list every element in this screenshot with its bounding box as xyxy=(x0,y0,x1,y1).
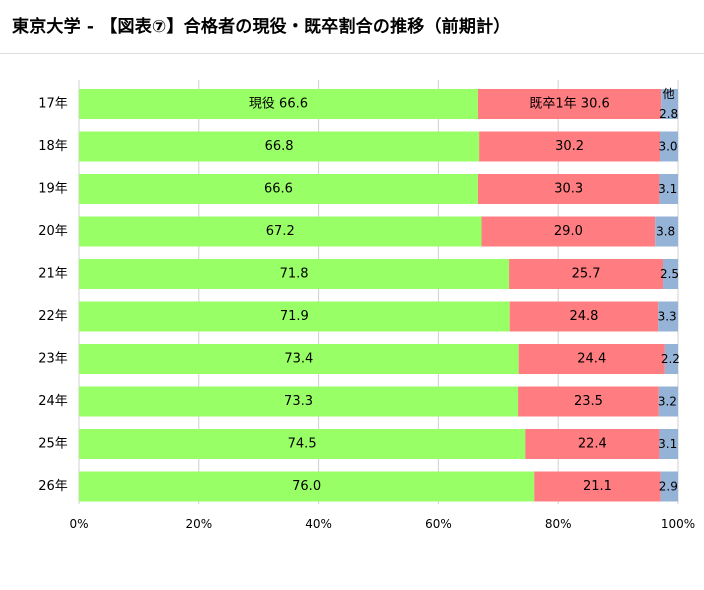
bar-24年-series-0 xyxy=(79,386,519,417)
category-label-25年: 25年 xyxy=(38,437,68,452)
category-label-22年: 22年 xyxy=(38,309,68,324)
bar-20年-series-1 xyxy=(481,216,656,247)
bar-23年-series-2 xyxy=(664,344,678,374)
x-tick-label-60%: 60% xyxy=(425,517,452,531)
category-label-18年: 18年 xyxy=(38,139,68,154)
bar-18年-series-0 xyxy=(79,131,480,162)
data-label-genneki-19年: 66.6 xyxy=(264,182,293,197)
bar-25年-series-0 xyxy=(79,429,526,459)
data-label-other-name-17年: 他 xyxy=(663,87,675,101)
data-label-genneki-24年: 73.3 xyxy=(284,394,313,409)
bar-17年-series-0 xyxy=(79,89,478,119)
data-label-genneki-20年: 67.2 xyxy=(266,224,295,239)
bar-17年-series-2 xyxy=(661,89,678,119)
category-label-17年: 17年 xyxy=(38,97,68,112)
data-label-other-19年: 3.1 xyxy=(658,182,677,196)
bar-22年-series-2 xyxy=(658,301,678,332)
data-label-kisotsu-20年: 29.0 xyxy=(554,224,583,239)
data-label-kisotsu-25年: 22.4 xyxy=(578,437,607,452)
bar-25年-series-2 xyxy=(659,429,678,459)
bar-26年-series-1 xyxy=(534,471,661,502)
bar-24年-series-2 xyxy=(658,386,678,417)
data-label-other-24年: 3.2 xyxy=(658,395,677,409)
data-label-other-23年: 2.2 xyxy=(661,352,680,366)
category-label-20年: 20年 xyxy=(38,224,68,239)
bars xyxy=(79,89,678,502)
data-label-kisotsu-26年: 21.1 xyxy=(583,479,612,494)
bar-24年-series-1 xyxy=(518,386,659,417)
x-tick-label-100%: 100% xyxy=(661,517,695,531)
bar-17年-series-1 xyxy=(477,89,662,119)
data-label-kisotsu-18年: 30.2 xyxy=(555,139,584,154)
bar-18年-series-2 xyxy=(660,131,678,162)
data-label-kisotsu-21年: 25.7 xyxy=(572,267,601,282)
category-label-24年: 24年 xyxy=(38,394,68,409)
data-label-kisotsu-24年: 23.5 xyxy=(574,394,603,409)
bar-19年-series-2 xyxy=(659,174,678,204)
bar-21年-series-0 xyxy=(79,259,510,289)
category-label-26年: 26年 xyxy=(38,479,68,494)
axis-labels: 17年 18年 19年 20年 21年 22年 23年 24年 25年 26年 0% 20% 40% 60… xyxy=(38,97,695,532)
data-label-kisotsu-22年: 24.8 xyxy=(569,309,598,324)
bar-26年-series-0 xyxy=(79,471,535,502)
data-label-kisotsu-23年: 24.4 xyxy=(577,352,606,367)
data-label-other-26年: 2.9 xyxy=(659,480,678,494)
data-label-other-21年: 2.5 xyxy=(660,267,679,281)
bar-21年-series-2 xyxy=(663,259,678,289)
data-label-genneki-18年: 66.8 xyxy=(265,139,294,154)
data-label-genneki-21年: 71.8 xyxy=(280,267,309,282)
bar-20年-series-0 xyxy=(79,216,482,247)
data-label-genneki-22年: 71.9 xyxy=(280,309,309,324)
data-label-kisotsu-17年: 既卒1年 30.6 xyxy=(529,97,609,112)
data-label-kisotsu-19年: 30.3 xyxy=(554,182,583,197)
data-label-genneki-25年: 74.5 xyxy=(288,437,317,452)
data-label-other-18年: 3.0 xyxy=(658,140,677,154)
bar-23年-series-0 xyxy=(79,344,519,374)
data-label-genneki-26年: 76.0 xyxy=(292,479,321,494)
data-label-other-25年: 3.1 xyxy=(658,437,677,451)
bar-25年-series-1 xyxy=(525,429,660,459)
category-label-21年: 21年 xyxy=(38,267,68,282)
data-label-other-17年: 2.8 xyxy=(659,107,678,121)
bar-19年-series-0 xyxy=(79,174,478,204)
x-tick-label-20%: 20% xyxy=(185,517,212,531)
data-label-genneki-17年: 現役 66.6 xyxy=(249,97,308,112)
bar-19年-series-1 xyxy=(477,174,660,204)
bar-22年-series-0 xyxy=(79,301,510,332)
bar-20年-series-2 xyxy=(655,216,678,247)
bar-21年-series-1 xyxy=(509,259,664,289)
title-divider xyxy=(0,53,704,54)
x-tick-label-80%: 80% xyxy=(545,517,572,531)
bar-23年-series-1 xyxy=(518,344,665,374)
x-tick-label-0%: 0% xyxy=(69,517,88,531)
category-label-23年: 23年 xyxy=(38,352,68,367)
bar-26年-series-2 xyxy=(660,471,678,502)
bar-22年-series-1 xyxy=(509,301,659,332)
data-label-other-22年: 3.3 xyxy=(658,310,677,324)
category-label-19年: 19年 xyxy=(38,182,68,197)
data-label-genneki-23年: 73.4 xyxy=(284,352,313,367)
data-label-other-20年: 3.8 xyxy=(656,225,675,239)
bar-18年-series-1 xyxy=(479,131,661,162)
data-labels: 現役 66.6 既卒1年 30.6 他 2.8 66.8 30.2 3.0 66.6 30.3 3… xyxy=(249,87,680,494)
page-title: 東京大学 - 【図表⑦】合格者の現役・既卒割合の推移（前期計） xyxy=(12,17,511,37)
x-tick-label-40%: 40% xyxy=(305,517,332,531)
